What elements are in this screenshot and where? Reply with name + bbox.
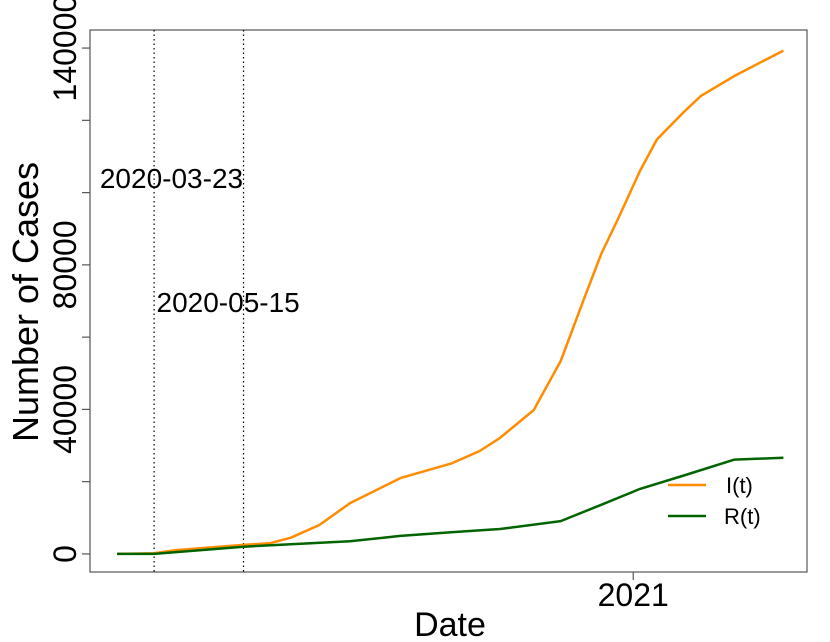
plot-area-border: [89, 29, 808, 573]
reference-lines: 2020-03-23 2020-05-15: [100, 30, 300, 572]
series-line-r: [117, 456, 784, 556]
legend-label-i: I(t): [726, 473, 753, 498]
y-axis: 0 40000 80000 140000: [47, 0, 90, 563]
vline-label: 2020-03-23: [100, 163, 243, 194]
series-lines: [116, 49, 784, 556]
vline-label: 2020-05-15: [157, 287, 300, 318]
x-axis: 2021: [598, 572, 669, 613]
y-tick-label: 80000: [47, 220, 83, 309]
y-tick-label: 0: [47, 545, 83, 563]
y-tick-label: 40000: [47, 365, 83, 454]
series-line-i: [116, 49, 784, 556]
legend: I(t) R(t): [668, 473, 761, 529]
y-axis-label: Number of Cases: [5, 162, 46, 442]
x-tick-label: 2021: [598, 577, 669, 613]
x-axis-label: Date: [414, 606, 486, 642]
y-tick-label: 140000: [47, 0, 83, 101]
legend-label-r: R(t): [724, 504, 761, 529]
